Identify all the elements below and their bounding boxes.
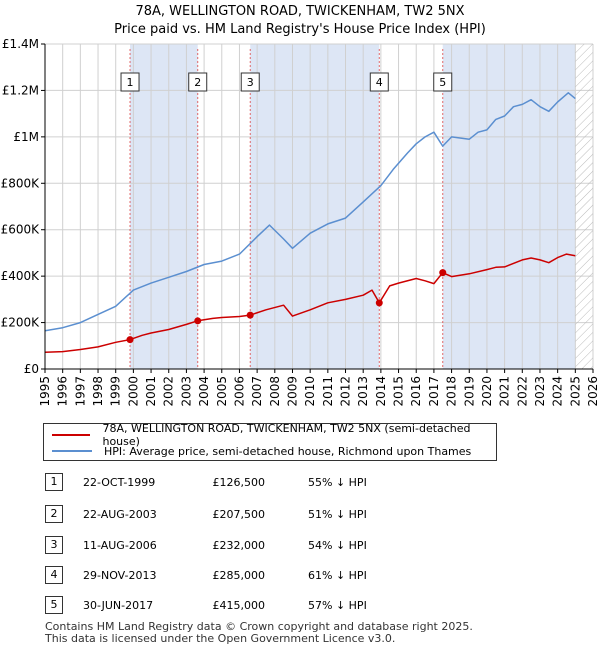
transaction-hpi-diff: 54% ↓ HPI xyxy=(308,539,367,552)
x-tick-label: 2011 xyxy=(321,376,335,407)
transaction-number: 5 xyxy=(45,596,63,614)
ownership-band xyxy=(130,44,198,369)
x-tick-label: 2023 xyxy=(533,376,547,407)
x-tick-label: 1999 xyxy=(109,376,123,407)
footer-license: This data is licensed under the Open Gov… xyxy=(45,632,396,645)
chart-subtitle: Price paid vs. HM Land Registry's House … xyxy=(114,22,486,37)
x-tick-label: 2021 xyxy=(498,376,512,407)
x-tick-label: 2010 xyxy=(303,376,317,407)
sale-number-label: 4 xyxy=(376,76,383,89)
footer-copyright: Contains HM Land Registry data © Crown c… xyxy=(45,620,473,633)
x-tick-label: 2014 xyxy=(374,376,388,407)
sale-number-box xyxy=(240,72,260,92)
sale-number-label: 3 xyxy=(247,76,254,89)
x-tick-label: 2016 xyxy=(409,376,423,407)
ownership-band xyxy=(250,44,380,369)
x-tick-label: 2003 xyxy=(179,376,193,407)
x-tick-label: 2000 xyxy=(126,376,140,407)
transaction-price: £207,500 xyxy=(212,508,266,521)
transaction-hpi-diff: 61% ↓ HPI xyxy=(308,569,367,582)
x-tick-label: 2015 xyxy=(392,376,406,407)
legend-label-property: 78A, WELLINGTON ROAD, TWICKENHAM, TW2 5N… xyxy=(102,422,471,448)
x-tick-label: 2025 xyxy=(568,376,582,407)
x-tick-label: 1995 xyxy=(38,376,52,407)
y-tick-label: £200K xyxy=(1,316,41,330)
sale-number-box xyxy=(188,72,208,92)
legend-swatch-hpi xyxy=(52,450,92,452)
transaction-date: 22-OCT-1999 xyxy=(83,476,156,489)
transaction-hpi-diff: 51% ↓ HPI xyxy=(308,508,367,521)
sale-number-label: 1 xyxy=(127,76,134,89)
ownership-band xyxy=(442,44,576,369)
legend-item-hpi: HPI: Average price, semi-detached house,… xyxy=(52,443,471,459)
x-tick-label: 2017 xyxy=(427,376,441,407)
transaction-number: 2 xyxy=(45,505,63,523)
sale-number-label: 5 xyxy=(439,76,446,89)
transaction-date: 30-JUN-2017 xyxy=(83,599,154,612)
sale-point xyxy=(194,317,202,325)
x-tick-label: 2022 xyxy=(515,376,529,407)
price-chart: 1 2 3 4 5 £0 £200K £400K £600K £800K £1M £1.2M £1.4… xyxy=(1,37,600,407)
x-tick-label: 2005 xyxy=(215,376,229,407)
chart-title: 78A, WELLINGTON ROAD, TWICKENHAM, TW2 5N… xyxy=(135,4,465,19)
y-tick-label: £1.2M xyxy=(2,83,39,97)
x-tick-label: 1998 xyxy=(91,376,105,407)
x-tick-label: 2026 xyxy=(586,376,600,407)
transaction-hpi-diff: 55% ↓ HPI xyxy=(308,476,367,489)
x-tick-label: 2008 xyxy=(268,376,282,407)
x-tick-label: 2007 xyxy=(250,376,264,407)
x-tick-label: 2018 xyxy=(445,376,459,407)
y-tick-label: £400K xyxy=(1,269,41,283)
x-tick-label: 2002 xyxy=(162,376,176,407)
x-tick-label: 1996 xyxy=(56,376,70,407)
transaction-date: 29-NOV-2013 xyxy=(83,569,157,582)
sale-number-box xyxy=(120,72,140,92)
transaction-hpi-diff: 57% ↓ HPI xyxy=(308,599,367,612)
x-tick-label: 1997 xyxy=(73,376,87,407)
y-tick-label: £1.4M xyxy=(2,37,39,51)
legend: 78A, WELLINGTON ROAD, TWICKENHAM, TW2 5N… xyxy=(43,422,497,461)
transaction-date: 11-AUG-2006 xyxy=(83,539,157,552)
y-tick-label: £1M xyxy=(13,130,39,144)
y-tick-label: £600K xyxy=(1,223,41,237)
transaction-price: £126,500 xyxy=(212,476,266,489)
x-tick-label: 2001 xyxy=(144,376,158,407)
forecast-hatch-region xyxy=(575,44,593,369)
sale-point xyxy=(126,336,134,344)
transaction-date: 22-AUG-2003 xyxy=(83,508,157,521)
transaction-price: £415,000 xyxy=(212,599,266,612)
x-tick-label: 2013 xyxy=(356,376,370,407)
transaction-number: 4 xyxy=(45,566,63,584)
transaction-price: £232,000 xyxy=(212,539,266,552)
y-tick-label: £0 xyxy=(24,362,39,376)
transaction-price: £285,000 xyxy=(212,569,266,582)
x-tick-label: 2009 xyxy=(285,376,299,407)
x-tick-label: 2024 xyxy=(551,376,565,407)
legend-label-hpi: HPI: Average price, semi-detached house,… xyxy=(104,444,472,458)
legend-swatch-property xyxy=(52,434,91,436)
sale-number-box xyxy=(433,72,453,92)
x-tick-label: 2020 xyxy=(480,376,494,407)
x-tick-label: 2006 xyxy=(232,376,246,407)
x-tick-label: 2004 xyxy=(197,376,211,407)
property-price-line xyxy=(44,253,576,354)
hpi-line xyxy=(44,92,576,332)
y-tick-label: £800K xyxy=(1,176,41,190)
sale-point xyxy=(375,299,383,307)
x-tick-label: 2012 xyxy=(339,376,353,407)
sale-number-label: 2 xyxy=(194,76,201,89)
x-tick-label: 2019 xyxy=(462,376,476,407)
sale-point xyxy=(246,311,254,319)
transaction-number: 3 xyxy=(45,536,63,554)
sale-point xyxy=(439,269,447,277)
legend-item-property: 78A, WELLINGTON ROAD, TWICKENHAM, TW2 5N… xyxy=(52,422,496,448)
sale-number-box xyxy=(369,72,389,92)
transaction-number: 1 xyxy=(45,473,63,491)
